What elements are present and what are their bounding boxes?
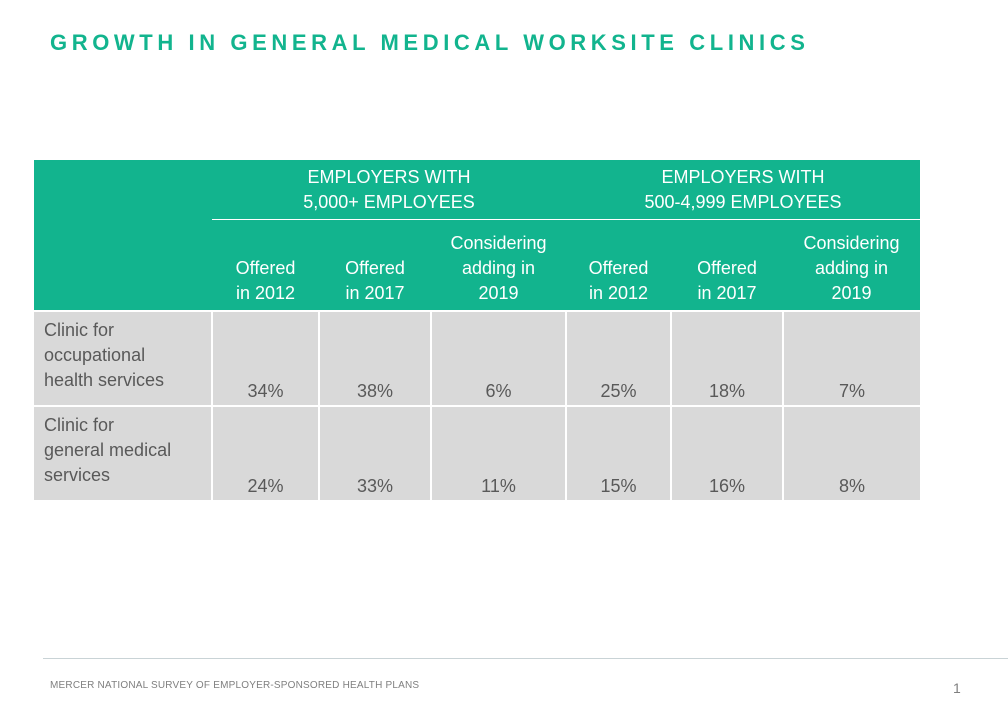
column-header-offered-2012: Offered in 2012 xyxy=(212,219,319,311)
group-header-line: 500-4,999 EMPLOYEES xyxy=(644,191,842,212)
clinic-growth-table: EMPLOYERS WITH 5,000+ EMPLOYEES EMPLOYER… xyxy=(34,160,921,500)
column-header-line: Offered xyxy=(345,258,405,278)
table-cell: 11% xyxy=(430,405,566,500)
table-cell: 34% xyxy=(211,310,319,406)
header-corner-cell xyxy=(34,160,212,220)
table-cell: 18% xyxy=(670,310,783,406)
table-cell: 25% xyxy=(565,310,671,406)
column-header-offered-2017: Offered in 2017 xyxy=(319,219,431,311)
column-header-line: Considering xyxy=(450,233,547,253)
column-header-line: in 2017 xyxy=(697,283,757,303)
column-header-considering-2019: Considering adding in 2019 xyxy=(783,219,921,311)
row-label-line: Clinic for xyxy=(44,415,115,435)
column-header-line: Offered xyxy=(588,258,649,278)
table-cell: 6% xyxy=(430,310,566,406)
table-row: Clinic for general medical services 24% … xyxy=(34,405,921,500)
column-header-offered-2012: Offered in 2012 xyxy=(566,219,671,311)
row-label-line: services xyxy=(44,465,111,485)
column-header-line: Offered xyxy=(235,258,296,278)
row-label-line: Clinic for xyxy=(44,320,115,340)
column-header-line: in 2017 xyxy=(345,283,405,303)
column-header-line: adding in xyxy=(461,258,536,278)
header-corner-cell xyxy=(34,219,212,311)
column-header-line: Offered xyxy=(697,258,757,278)
table-cell: 7% xyxy=(781,310,921,406)
column-header-line: in 2012 xyxy=(588,283,649,303)
group-header-line: 5,000+ EMPLOYEES xyxy=(303,191,475,212)
row-label-line: occupational xyxy=(44,345,146,365)
table-cell: 38% xyxy=(318,310,431,406)
column-header-line: in 2012 xyxy=(235,283,296,303)
table-cell: 33% xyxy=(318,405,431,500)
column-header-considering-2019: Considering adding in 2019 xyxy=(431,219,566,311)
table-cell: 16% xyxy=(670,405,783,500)
table-row: Clinic for occupational health services … xyxy=(34,310,921,406)
column-header-offered-2017: Offered in 2017 xyxy=(671,219,783,311)
footer-divider xyxy=(43,658,1008,659)
table-cell: 15% xyxy=(565,405,671,500)
table-cell: 8% xyxy=(781,405,921,500)
group-header-mid-employers: EMPLOYERS WITH 500-4,999 EMPLOYEES xyxy=(566,160,921,220)
group-header-line: EMPLOYERS WITH xyxy=(661,166,825,187)
column-header-line: Considering xyxy=(803,233,900,253)
slide-title: GROWTH IN GENERAL MEDICAL WORKSITE CLINI… xyxy=(50,30,810,55)
table-cell: 24% xyxy=(211,405,319,500)
row-label-line: health services xyxy=(44,370,165,390)
footer-source: MERCER NATIONAL SURVEY OF EMPLOYER-SPONS… xyxy=(50,680,420,691)
column-header-line: 2019 xyxy=(478,283,519,303)
row-label: Clinic for occupational health services xyxy=(34,310,212,406)
page-number: 1 xyxy=(953,680,961,696)
column-header-line: adding in xyxy=(814,258,889,278)
row-label: Clinic for general medical services xyxy=(34,405,212,500)
row-label-line: general medical xyxy=(44,440,172,460)
group-header-line: EMPLOYERS WITH xyxy=(307,166,471,187)
group-header-large-employers: EMPLOYERS WITH 5,000+ EMPLOYEES xyxy=(212,160,566,220)
column-header-line: 2019 xyxy=(831,283,872,303)
